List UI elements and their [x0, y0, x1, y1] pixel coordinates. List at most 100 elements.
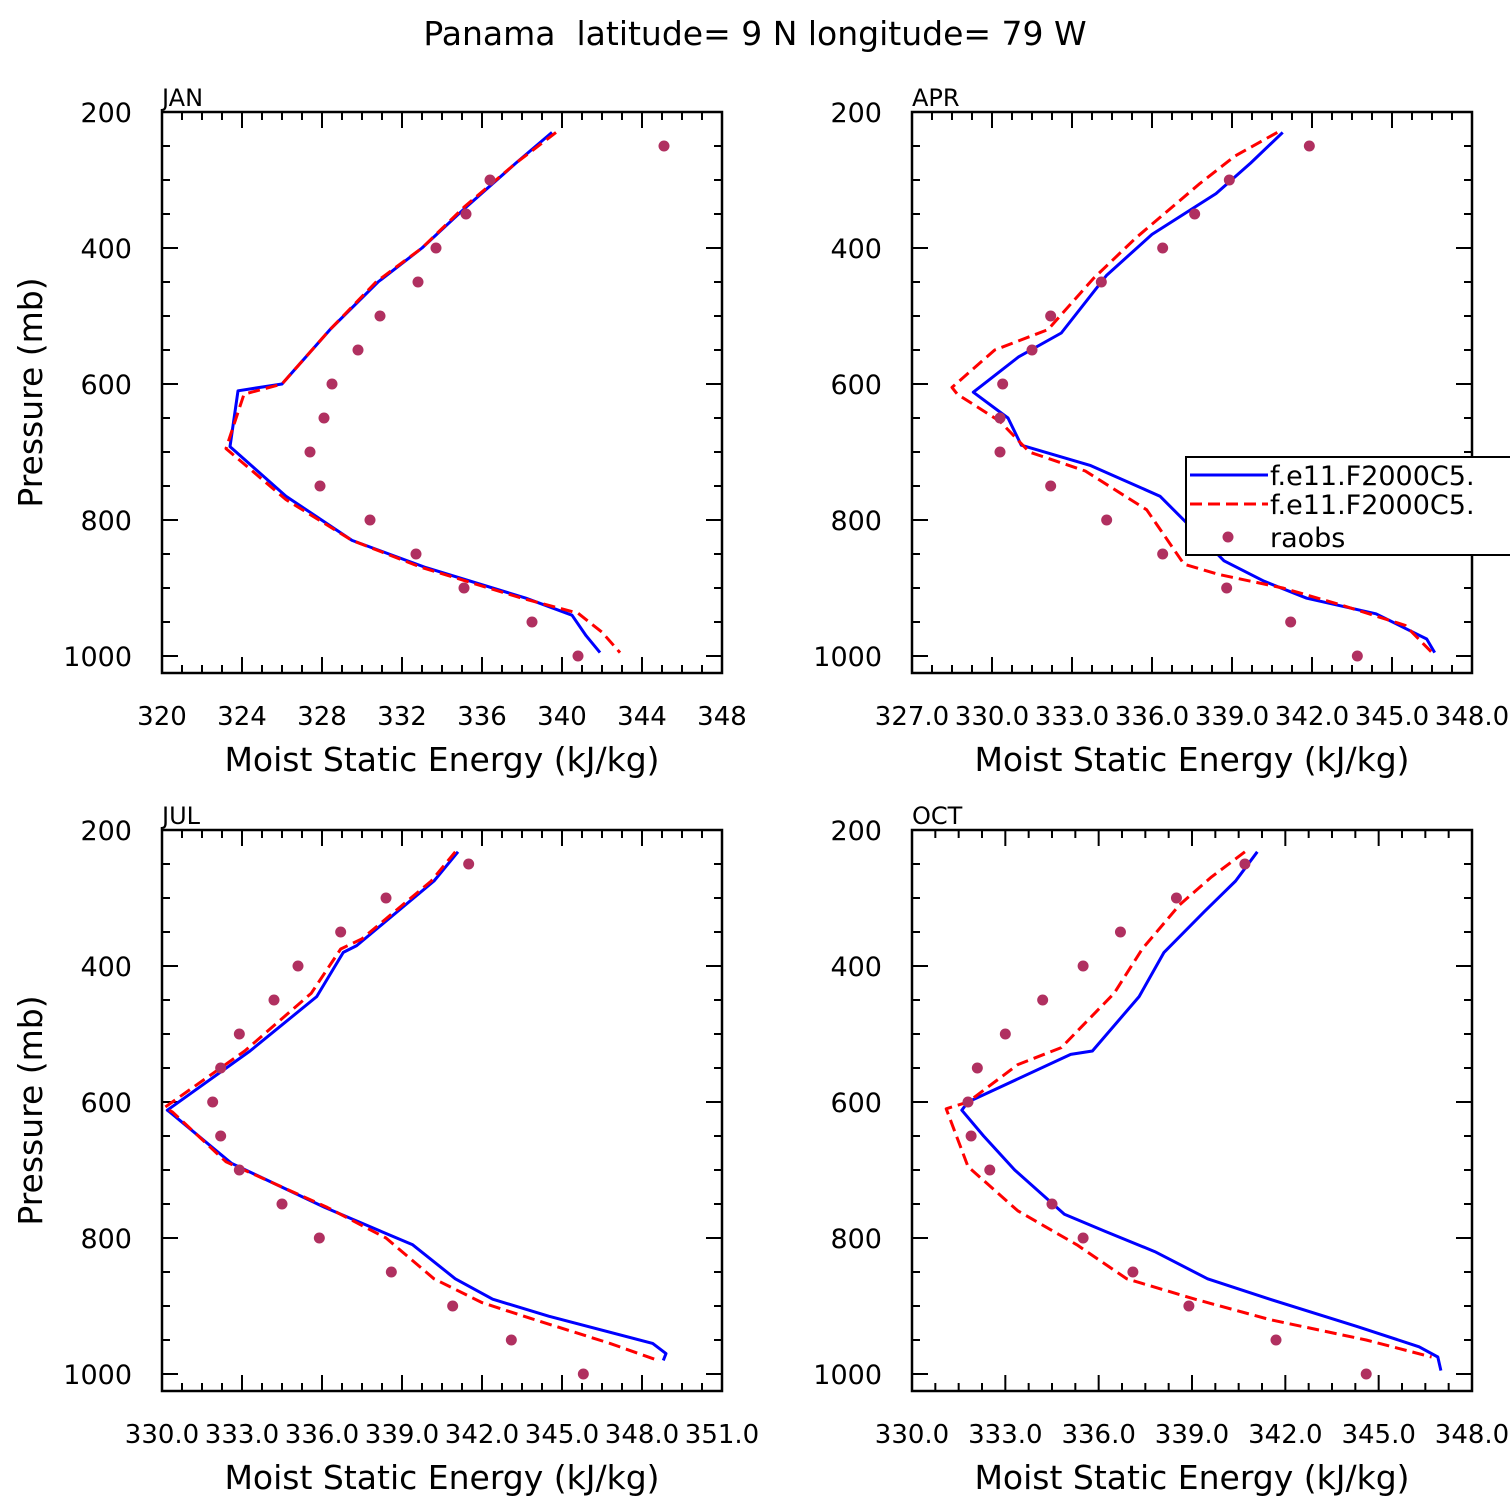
raobs-point [326, 378, 338, 390]
raobs-point [292, 960, 304, 972]
x-tick-label: 336 [457, 702, 507, 732]
y-axis-label: Pressure (mb) [11, 995, 50, 1225]
raobs-point [276, 1198, 288, 1210]
raobs-point [994, 412, 1006, 424]
x-axis-label: Moist Static Energy (kJ/kg) [974, 740, 1409, 779]
raobs-point [526, 616, 538, 628]
model-line-solid [165, 850, 668, 1361]
raobs-point [1270, 1334, 1282, 1346]
y-tick-label: 400 [80, 234, 132, 265]
panel-title: APR [912, 84, 960, 112]
raobs-point [994, 446, 1006, 458]
raobs-point [971, 1062, 983, 1074]
raobs-point [1223, 174, 1235, 186]
y-tick-label: 1000 [63, 1360, 132, 1391]
raobs-point [313, 1232, 325, 1244]
raobs-point [412, 276, 424, 288]
series-group [163, 850, 668, 1380]
x-tick-label: 336.0 [285, 1420, 359, 1450]
x-axis-label: Moist Static Energy (kJ/kg) [974, 1458, 1409, 1497]
raobs-point [1114, 926, 1126, 938]
y-tick-label: 800 [80, 1224, 132, 1255]
legend-label: raobs [1270, 523, 1345, 554]
legend-label: f.e11.F2000C5. [1270, 461, 1475, 492]
raobs-point [1157, 548, 1169, 560]
raobs-point [1127, 1266, 1139, 1278]
x-tick-label: 332 [377, 702, 427, 732]
series-group [950, 131, 1436, 662]
x-tick-label: 324 [217, 702, 267, 732]
legend: f.e11.F2000C5.f.e11.F2000C5.raobs [1185, 456, 1510, 556]
plot-frame [160, 828, 724, 1393]
raobs-point [268, 994, 280, 1006]
x-tick-label: 333.0 [968, 1420, 1042, 1450]
raobs-point [410, 548, 422, 560]
x-tick-label: 339.0 [1195, 702, 1269, 732]
x-tick-label: 339.0 [1155, 1420, 1229, 1450]
plot-frame [160, 110, 724, 675]
raobs-point [505, 1334, 517, 1346]
model-line-solid [228, 131, 602, 654]
raobs-point [962, 1096, 974, 1108]
raobs-point [364, 514, 376, 526]
model-line-dashed [224, 131, 622, 654]
y-tick-label: 1000 [813, 642, 882, 673]
model-line-solid [960, 850, 1443, 1371]
raobs-point [1045, 310, 1057, 322]
figure-title: Panama latitude= 9 N longitude= 79 W [423, 14, 1086, 53]
raobs-point [458, 582, 470, 594]
raobs-point [215, 1130, 227, 1142]
raobs-point [1239, 858, 1251, 870]
raobs-point [658, 140, 670, 152]
raobs-point [314, 480, 326, 492]
y-tick-label: 200 [80, 816, 132, 847]
raobs-point [1101, 514, 1113, 526]
raobs-point [577, 1368, 589, 1380]
raobs-point [430, 242, 442, 254]
raobs-point [233, 1028, 245, 1040]
x-tick-label: 342.0 [1275, 702, 1349, 732]
y-tick-label: 400 [830, 952, 882, 983]
y-tick-label: 1000 [813, 1360, 882, 1391]
x-tick-label: 330.0 [875, 1420, 949, 1450]
model-line-solid [971, 131, 1436, 654]
x-tick-label: 320 [137, 702, 187, 732]
raobs-point [1046, 1198, 1058, 1210]
x-tick-label: 348.0 [1435, 1420, 1509, 1450]
y-tick-label: 400 [80, 952, 132, 983]
y-tick-label: 200 [830, 98, 882, 129]
x-tick-label: 330.0 [125, 1420, 199, 1450]
panel-oct: OCT 200 400 600 800 1000 330.0 333.0 336.0 339.0 3… [813, 802, 1509, 1497]
raobs-point [999, 1028, 1011, 1040]
y-tick-label: 200 [830, 816, 882, 847]
x-tick-label: 340 [537, 702, 587, 732]
panel-title: JUL [160, 802, 201, 830]
x-tick-label: 351.0 [685, 1420, 759, 1450]
panel-title: OCT [912, 802, 963, 830]
legend-label: f.e11.F2000C5. [1270, 490, 1475, 521]
x-tick-label: 328 [297, 702, 347, 732]
raobs-point [447, 1300, 459, 1312]
raobs-point [1303, 140, 1315, 152]
raobs-point [1157, 242, 1169, 254]
y-tick-label: 800 [830, 1224, 882, 1255]
x-tick-label: 348 [697, 702, 747, 732]
y-tick-label: 600 [830, 1088, 882, 1119]
series-group [224, 131, 670, 662]
raobs-point [984, 1164, 996, 1176]
y-tick-label: 800 [830, 506, 882, 537]
raobs-point [304, 446, 316, 458]
plot-frame [910, 110, 1474, 675]
raobs-point [460, 208, 472, 220]
raobs-point [1360, 1368, 1372, 1380]
y-tick-label: 200 [80, 98, 132, 129]
panel-title: JAN [160, 84, 203, 112]
raobs-point [385, 1266, 397, 1278]
raobs-point [374, 310, 386, 322]
raobs-point [1045, 480, 1057, 492]
x-tick-label: 333.0 [1035, 702, 1109, 732]
raobs-point [318, 412, 330, 424]
